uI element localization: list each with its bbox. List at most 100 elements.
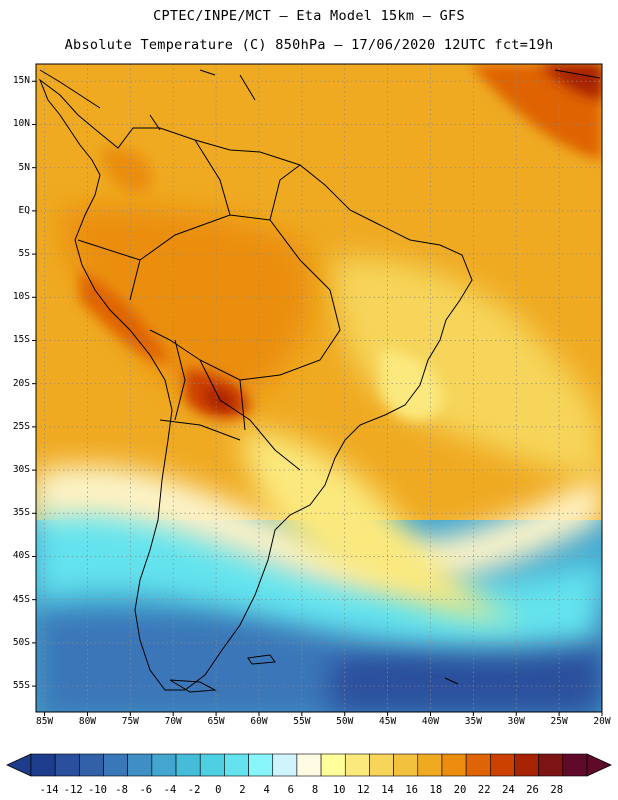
colorbar-swatch [79, 753, 104, 777]
colorbar-label: 0 [215, 784, 222, 796]
colorbar-swatch [320, 753, 346, 777]
colorbar-swatch [393, 753, 419, 777]
colorbar-label: 22 [477, 784, 491, 796]
colorbar [6, 753, 612, 777]
coastlines [38, 69, 601, 693]
lon-label: 55W [293, 716, 311, 727]
south-america-outline [38, 78, 473, 691]
tierra-del-fuego [169, 679, 217, 693]
field-east-mild [330, 258, 602, 480]
field-southeast-brazil [380, 350, 442, 421]
colorbar-swatch [127, 753, 153, 777]
colorbar-label: -12 [63, 784, 83, 796]
country-borders [77, 139, 341, 471]
colorbar-label: 24 [502, 784, 515, 796]
lat-label: 20S [12, 377, 30, 389]
colorbar-swatch [441, 753, 467, 777]
lat-label: 30S [12, 464, 30, 476]
colorbar-swatch [296, 753, 322, 777]
colorbar-swatch [369, 753, 394, 777]
lat-label: 45S [12, 593, 30, 605]
colorbar-swatch [103, 753, 128, 777]
colorbar-swatch [514, 753, 539, 777]
field-chaco-max [205, 388, 233, 410]
lon-label: 75W [121, 716, 139, 727]
colorbar-swatch [54, 753, 80, 777]
lat-label: 15N [12, 75, 30, 87]
map-frame [35, 63, 603, 713]
falklands [247, 654, 276, 665]
lat-label: 10N [12, 118, 30, 130]
colorbar-min-arrow [6, 753, 32, 777]
lon-label: 45W [379, 716, 397, 727]
colorbar-max-arrow [586, 753, 612, 777]
lat-label: 55S [12, 680, 30, 692]
lat-label: 5N [18, 161, 30, 173]
colorbar-label: 12 [357, 784, 370, 796]
colorbar-swatch [248, 753, 274, 777]
lat-label: 50S [12, 636, 30, 648]
title-line-2: Absolute Temperature (C) 850hPa – 17/06/… [64, 37, 554, 53]
colorbar-label: 8 [311, 784, 319, 796]
lat-label: 25S [12, 420, 30, 432]
lon-label: 60W [250, 716, 268, 727]
lon-label: 65W [207, 716, 225, 727]
lon-label: 35W [464, 716, 482, 727]
colorbar-label: -2 [187, 784, 201, 796]
colorbar-swatch [272, 753, 298, 777]
colorbar-label: 4 [263, 784, 270, 796]
colorbar-label: -4 [163, 784, 177, 796]
colorbar-label: -14 [39, 784, 59, 796]
colorbar-label: 26 [526, 784, 539, 796]
colorbar-swatch [465, 753, 491, 777]
colorbar-label: 28 [550, 784, 564, 796]
lat-label: 35S [12, 507, 30, 519]
lon-label: 50W [336, 716, 354, 727]
colorbar-swatch [175, 753, 201, 777]
lat-label: 10S [12, 291, 30, 303]
colorbar-label: -6 [139, 784, 153, 796]
colorbar-swatch [151, 753, 177, 777]
colorbar-swatch [199, 753, 225, 777]
southern-islands [444, 677, 459, 685]
axis-ticks [32, 80, 603, 716]
colorbar-swatch [562, 753, 588, 777]
colorbar-swatch [538, 753, 564, 777]
lon-label: 30W [507, 716, 525, 727]
field-pale-band [36, 465, 602, 588]
title-line-1: CPTEC/INPE/MCT – Eta Model 15km – GFS [153, 8, 465, 24]
colorbar-label: 2 [239, 784, 246, 796]
field-interior-warm [60, 206, 312, 405]
lon-label: 85W [35, 716, 54, 727]
lat-label: 15S [12, 334, 30, 346]
lat-label: 40S [12, 550, 30, 562]
lat-label: EQ [18, 204, 30, 216]
caribbean-islands [149, 69, 601, 131]
field-andes-warm [80, 270, 170, 362]
colorbar-swatch [224, 753, 249, 777]
lon-label: 80W [78, 716, 97, 727]
field-caribbean-max [540, 64, 602, 100]
lon-label: 20W [593, 716, 611, 727]
lon-label: 25W [550, 716, 568, 727]
colorbar-swatch [417, 753, 443, 777]
lon-label: 40W [421, 716, 440, 727]
colorbar-swatch [490, 753, 515, 777]
central-america [39, 69, 101, 109]
colorbar-label: -8 [115, 784, 128, 796]
field-yellow-tongue [240, 430, 520, 620]
colorbar-label: 18 [429, 784, 443, 796]
field-venezuela-warm [100, 147, 152, 194]
colorbar-label: 16 [405, 784, 419, 796]
colorbar-swatch [30, 753, 56, 777]
colorbar-swatch [344, 753, 370, 777]
colorbar-label: -10 [87, 784, 107, 796]
lon-label: 70W [164, 716, 182, 727]
colorbar-label: 20 [453, 784, 467, 796]
graticule [36, 64, 602, 712]
colorbar-label: 6 [287, 784, 294, 796]
field-caribbean-hot [470, 64, 602, 160]
temperature-field [36, 64, 602, 712]
lat-label: 5S [18, 248, 30, 260]
